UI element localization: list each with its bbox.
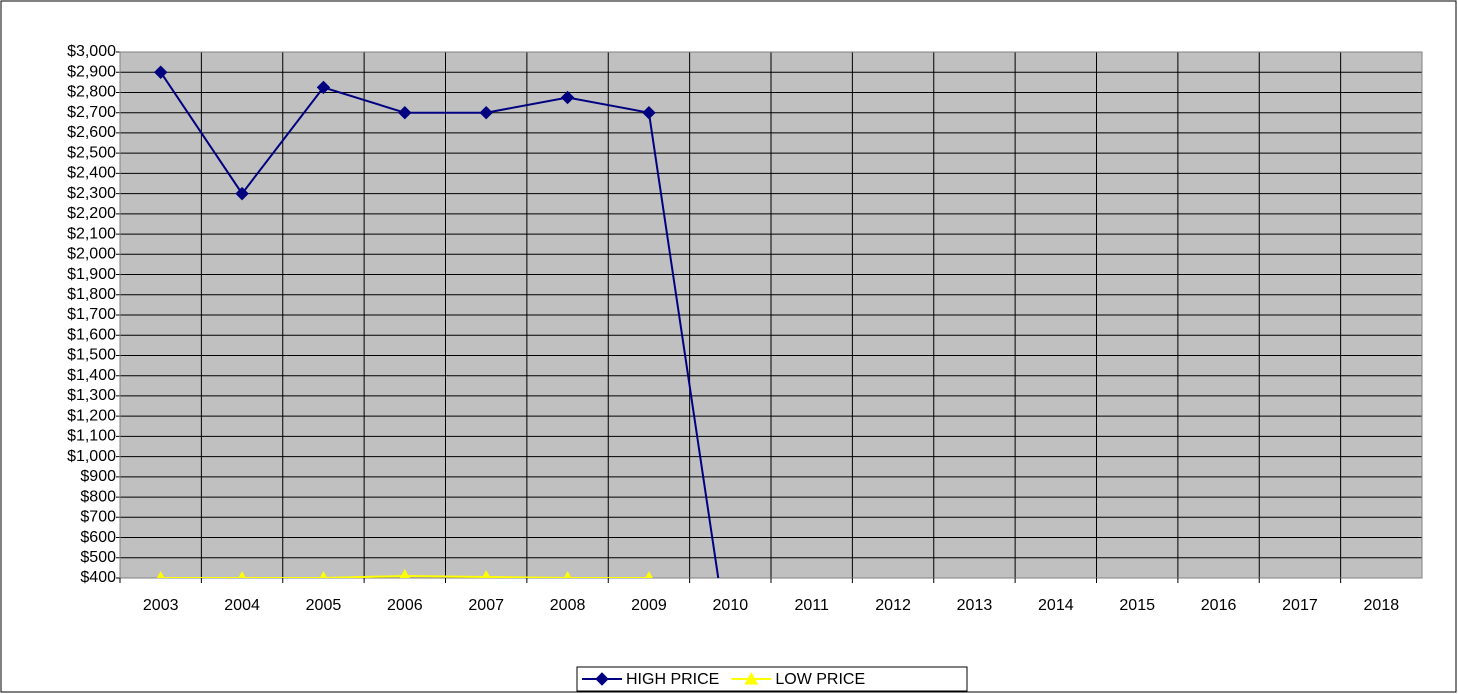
x-tick-label: 2005 [306, 597, 342, 614]
series-line [159, 71, 720, 578]
x-tick-label: 2008 [550, 597, 586, 614]
marker [642, 105, 656, 120]
y-tick-label: $1,300 [67, 387, 116, 404]
marker [319, 570, 328, 578]
marker [479, 105, 493, 120]
x-tick-label: 2016 [1201, 597, 1237, 614]
y-tick-label: $1,400 [67, 367, 116, 384]
y-tick-label: $1,500 [67, 347, 116, 364]
y-tick-label: $2,700 [67, 104, 116, 121]
marker [645, 570, 653, 578]
marker [595, 672, 609, 686]
y-tick-label: $2,100 [67, 225, 116, 242]
legend-box [576, 666, 968, 692]
x-tick-label: 2013 [957, 597, 993, 614]
x-tick-label: 2010 [713, 597, 749, 614]
y-tick-label: $2,600 [67, 124, 116, 141]
x-tick-label: 2007 [468, 597, 504, 614]
marker [238, 570, 246, 578]
y-tick-label: $2,200 [67, 205, 116, 222]
x-tick-label: 2015 [1119, 597, 1155, 614]
marker [744, 671, 759, 685]
y-tick-label: $400 [80, 569, 116, 586]
y-tick-label: $1,700 [67, 306, 116, 323]
y-tick-label: $2,300 [67, 185, 116, 202]
y-tick-label: $600 [80, 529, 116, 546]
x-tick-label: 2011 [794, 597, 829, 614]
x-tick-label: 2018 [1364, 597, 1400, 614]
marker [235, 186, 249, 201]
marker [399, 568, 410, 578]
y-tick-label: $500 [80, 549, 116, 566]
x-tick-label: 2014 [1038, 597, 1074, 614]
y-tick-label: $800 [80, 488, 116, 505]
marker [156, 570, 165, 578]
y-tick-label: $2,900 [67, 63, 116, 80]
legend-label: LOW PRICE [775, 671, 865, 688]
marker [316, 80, 331, 95]
y-tick-label: $2,500 [67, 144, 116, 161]
marker [563, 570, 572, 578]
y-tick-label: $1,100 [67, 428, 116, 445]
y-tick-label: $2,800 [67, 84, 116, 101]
marker [398, 105, 412, 120]
marker [481, 569, 491, 578]
legend-label: HIGH PRICE [626, 671, 719, 688]
x-tick-label: 2017 [1282, 597, 1318, 614]
y-tick-label: $1,900 [67, 266, 116, 283]
y-tick-label: $1,800 [67, 286, 116, 303]
x-tick-label: 2006 [387, 597, 423, 614]
y-tick-label: $2,000 [67, 246, 116, 263]
y-tick-label: $3,000 [67, 43, 116, 60]
y-tick-label: $1,600 [67, 326, 116, 343]
x-tick-label: 2009 [631, 597, 667, 614]
marker [560, 90, 575, 105]
marker [153, 65, 168, 79]
y-tick-label: $2,400 [67, 165, 116, 182]
series-layer [153, 65, 720, 578]
y-tick-label: $900 [80, 468, 116, 485]
x-tick-label: 2012 [875, 597, 911, 614]
y-tick-label: $1,200 [67, 407, 116, 424]
x-tick-label: 2004 [224, 597, 260, 614]
y-tick-label: $1,000 [67, 448, 116, 465]
y-tick-label: $700 [80, 509, 116, 526]
x-tick-label: 2003 [143, 597, 179, 614]
